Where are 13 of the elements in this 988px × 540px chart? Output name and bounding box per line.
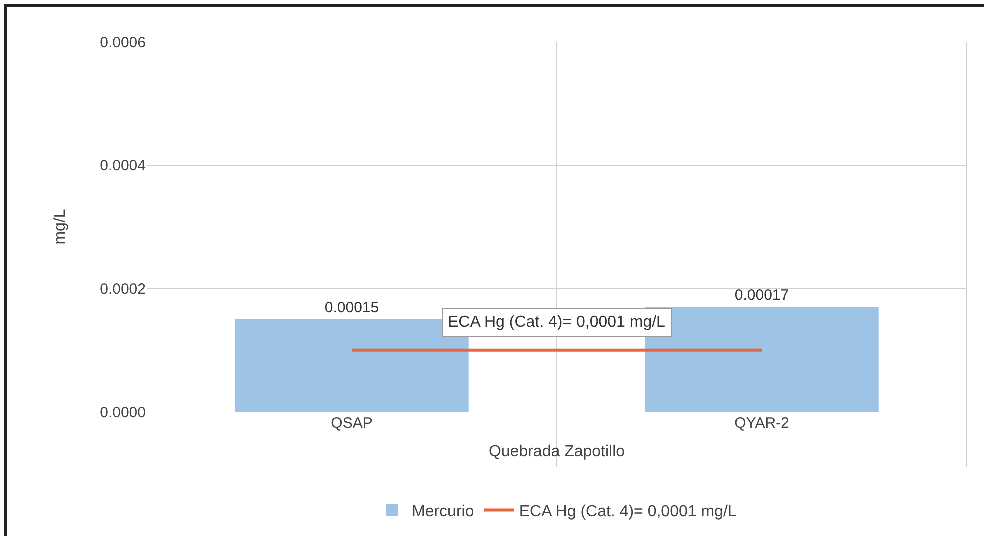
y-tick-label: 0.0002 xyxy=(100,280,146,298)
data-label: 0.00015 xyxy=(324,300,380,316)
annotation: ECA Hg (Cat. 4)= 0,0001 mg/L xyxy=(448,314,666,331)
y-tick-label: 0.0004 xyxy=(100,158,146,175)
x-tick-label: QSAP xyxy=(331,415,373,432)
x-axis-title: Quebrada Zapotillo xyxy=(488,444,626,461)
y-axis-title: mg/L xyxy=(52,209,70,245)
x-tick-label: QYAR-2 xyxy=(734,415,790,432)
legend-label: Mercurio xyxy=(412,504,474,521)
data-label: 0.00017 xyxy=(734,287,790,304)
legend-label: ECA Hg (Cat. 4)= 0,0001 mg/L xyxy=(519,504,737,521)
y-tick-label: 0.0006 xyxy=(100,34,146,52)
y-tick-label: 0.0000 xyxy=(100,404,146,422)
